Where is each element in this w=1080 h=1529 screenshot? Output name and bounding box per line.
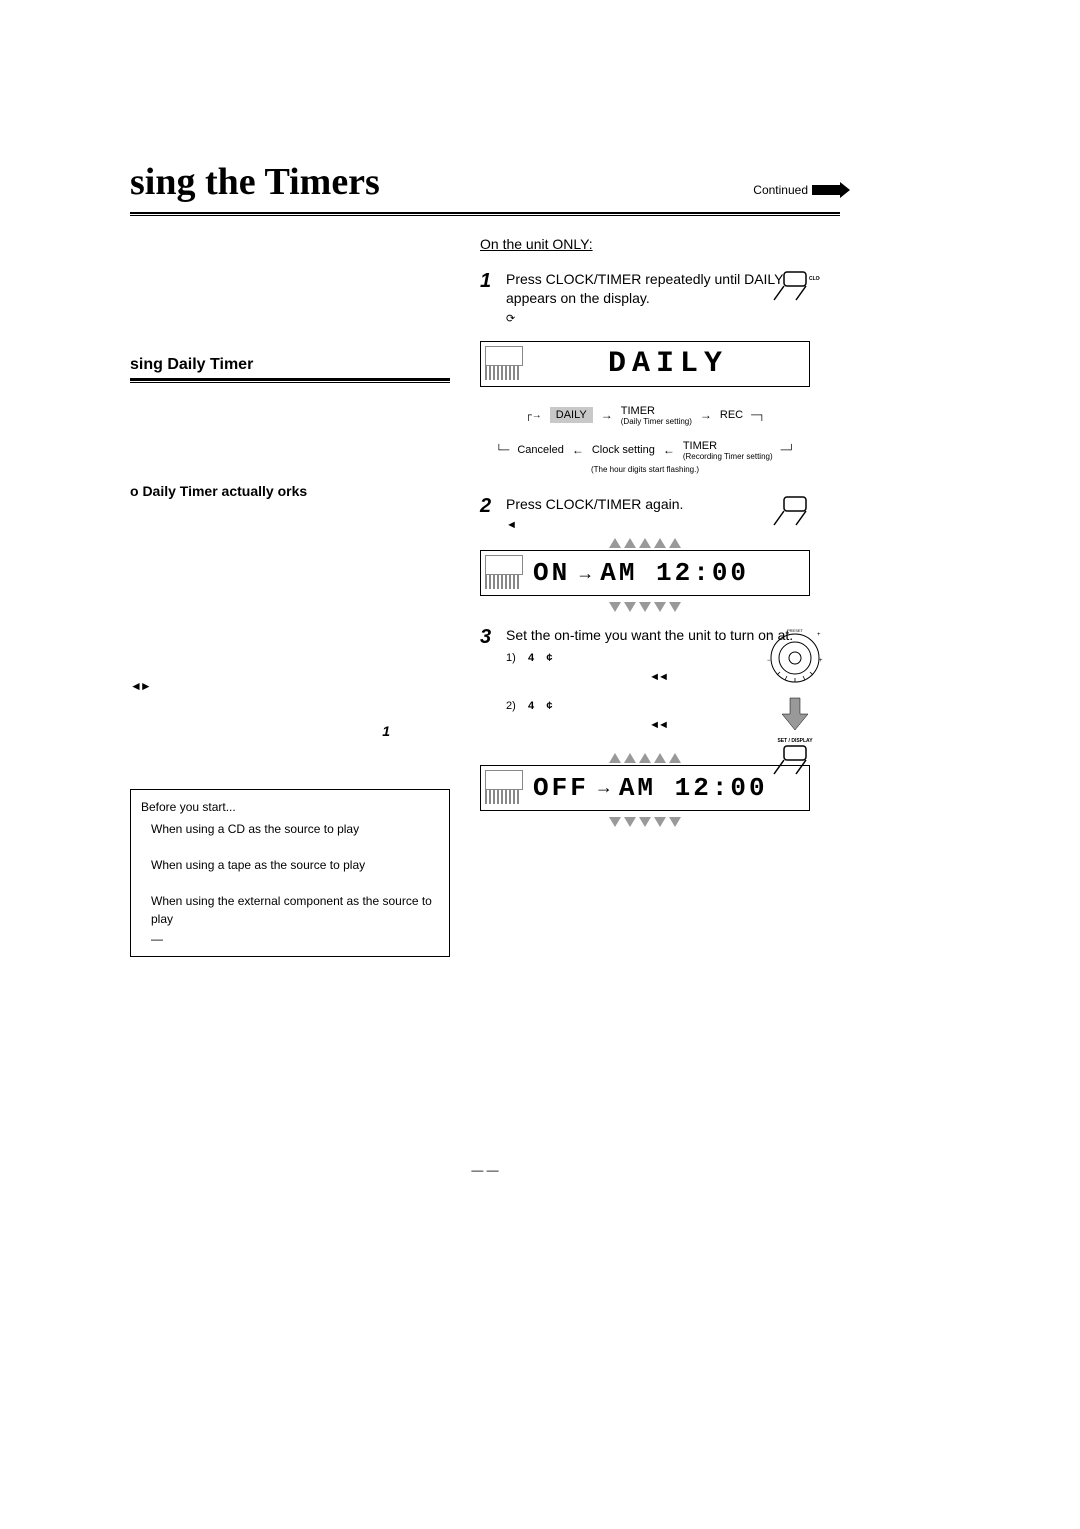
step-1: 1 Press CLOCK/TIMER repeatedly until DAI… (480, 270, 810, 327)
title-bar: sing the Timers Continued (130, 160, 840, 210)
display-off-label: OFF (533, 773, 589, 803)
rewind-icon: ◄◄ (506, 718, 810, 733)
continued-label: Continued (753, 183, 840, 197)
display-time: AM 12:00 (600, 558, 749, 588)
step-text: Press CLOCK/TIMER again. ◄ (506, 495, 810, 533)
info-box-head: Before you start... (141, 798, 439, 816)
left-column: sing Daily Timer o Daily Timer actually … (130, 236, 450, 957)
sub-step-c: ¢ (546, 652, 552, 664)
flow-canceled: Canceled (517, 444, 563, 456)
sub-step-b: 4 (528, 652, 534, 664)
flow-sub2: (Recording Timer setting) (683, 452, 773, 461)
continued-arrow-icon (812, 185, 840, 195)
flow-sub: (Daily Timer setting) (621, 417, 692, 426)
lcd-display-daily: DAILY (480, 341, 810, 387)
page-number: — — (471, 1163, 498, 1177)
sub-step-num: 2) (506, 700, 516, 712)
sub-step-b: 4 (528, 700, 534, 712)
flash-indicator-down (480, 602, 810, 612)
svg-text:+: + (819, 658, 823, 664)
step-number: 2 (480, 495, 498, 518)
down-arrow-icon (770, 696, 820, 741)
intro-text: On the unit ONLY: (480, 236, 810, 252)
section-title: o Daily Timer actually orks (130, 483, 450, 499)
continued-text: Continued (753, 183, 808, 197)
flow-timer: TIMER (621, 405, 692, 417)
step-2-text: Press CLOCK/TIMER again. (506, 496, 683, 512)
svg-text:−: − (767, 658, 771, 664)
display-indicator-icon (481, 766, 527, 810)
flash-indicator-down (480, 817, 810, 827)
svg-text:−: − (769, 632, 773, 638)
clock-timer-button-icon: CLOCK/TIMER (770, 270, 820, 310)
step-1-text: Press CLOCK/TIMER repeatedly until DAILY… (506, 271, 783, 306)
display-indicator-icon (481, 342, 527, 386)
info-dash: — (141, 930, 439, 948)
page-title: sing the Timers (130, 160, 753, 210)
right-column: On the unit ONLY: 1 Press CLOCK/TIMER re… (480, 236, 810, 957)
info-item: When using a CD as the source to play (141, 820, 439, 838)
flow-rec: REC (720, 409, 743, 421)
svg-text:+: + (817, 632, 821, 638)
flow-daily: DAILY (550, 407, 593, 423)
info-box: Before you start... When using a CD as t… (130, 789, 450, 957)
sub-step-num: 1) (506, 652, 516, 664)
sub-step-c: ¢ (546, 700, 552, 712)
nav-arrows-icon: ◄► (130, 679, 450, 693)
lcd-display-off: OFF → AM 12:00 (480, 765, 810, 811)
lcd-display-on: ON → AM 12:00 (480, 550, 810, 596)
jog-dial-icon: PRESET − + − + (765, 626, 825, 686)
flow-diagram: ┌→ DAILY → TIMER (Daily Timer setting) →… (480, 405, 810, 485)
display-on-label: ON (533, 558, 570, 588)
svg-text:PRESET: PRESET (787, 628, 804, 633)
step-2: 2 Press CLOCK/TIMER again. ◄ (480, 495, 810, 533)
flow-timer2: TIMER (683, 440, 773, 452)
step-3-text: Set the on-time you want the unit to tur… (506, 627, 793, 643)
svg-text:CLOCK/TIMER: CLOCK/TIMER (809, 276, 820, 282)
display-text: DAILY (527, 347, 809, 381)
flow-note: (The hour digits start flashing.) (480, 465, 810, 474)
step-3: 3 Set the on-time you want the unit to t… (480, 626, 810, 732)
flow-clock: Clock setting (592, 444, 655, 456)
step-number: 1 (480, 270, 498, 293)
display-indicator-icon (481, 551, 527, 595)
sub-heading: sing Daily Timer (130, 356, 450, 374)
info-item: When using a tape as the source to play (141, 856, 439, 874)
step-marker-1: 1 (130, 723, 450, 739)
svg-text:SET / DISPLAY: SET / DISPLAY (777, 738, 813, 744)
display-time: AM 12:00 (619, 773, 768, 803)
step-number: 3 (480, 626, 498, 649)
step-text: Press CLOCK/TIMER repeatedly until DAILY… (506, 270, 810, 327)
flash-indicator-up (480, 538, 810, 548)
info-item: When using the external component as the… (141, 892, 439, 928)
flash-indicator-up (480, 753, 810, 763)
clock-timer-button-icon (770, 495, 820, 535)
